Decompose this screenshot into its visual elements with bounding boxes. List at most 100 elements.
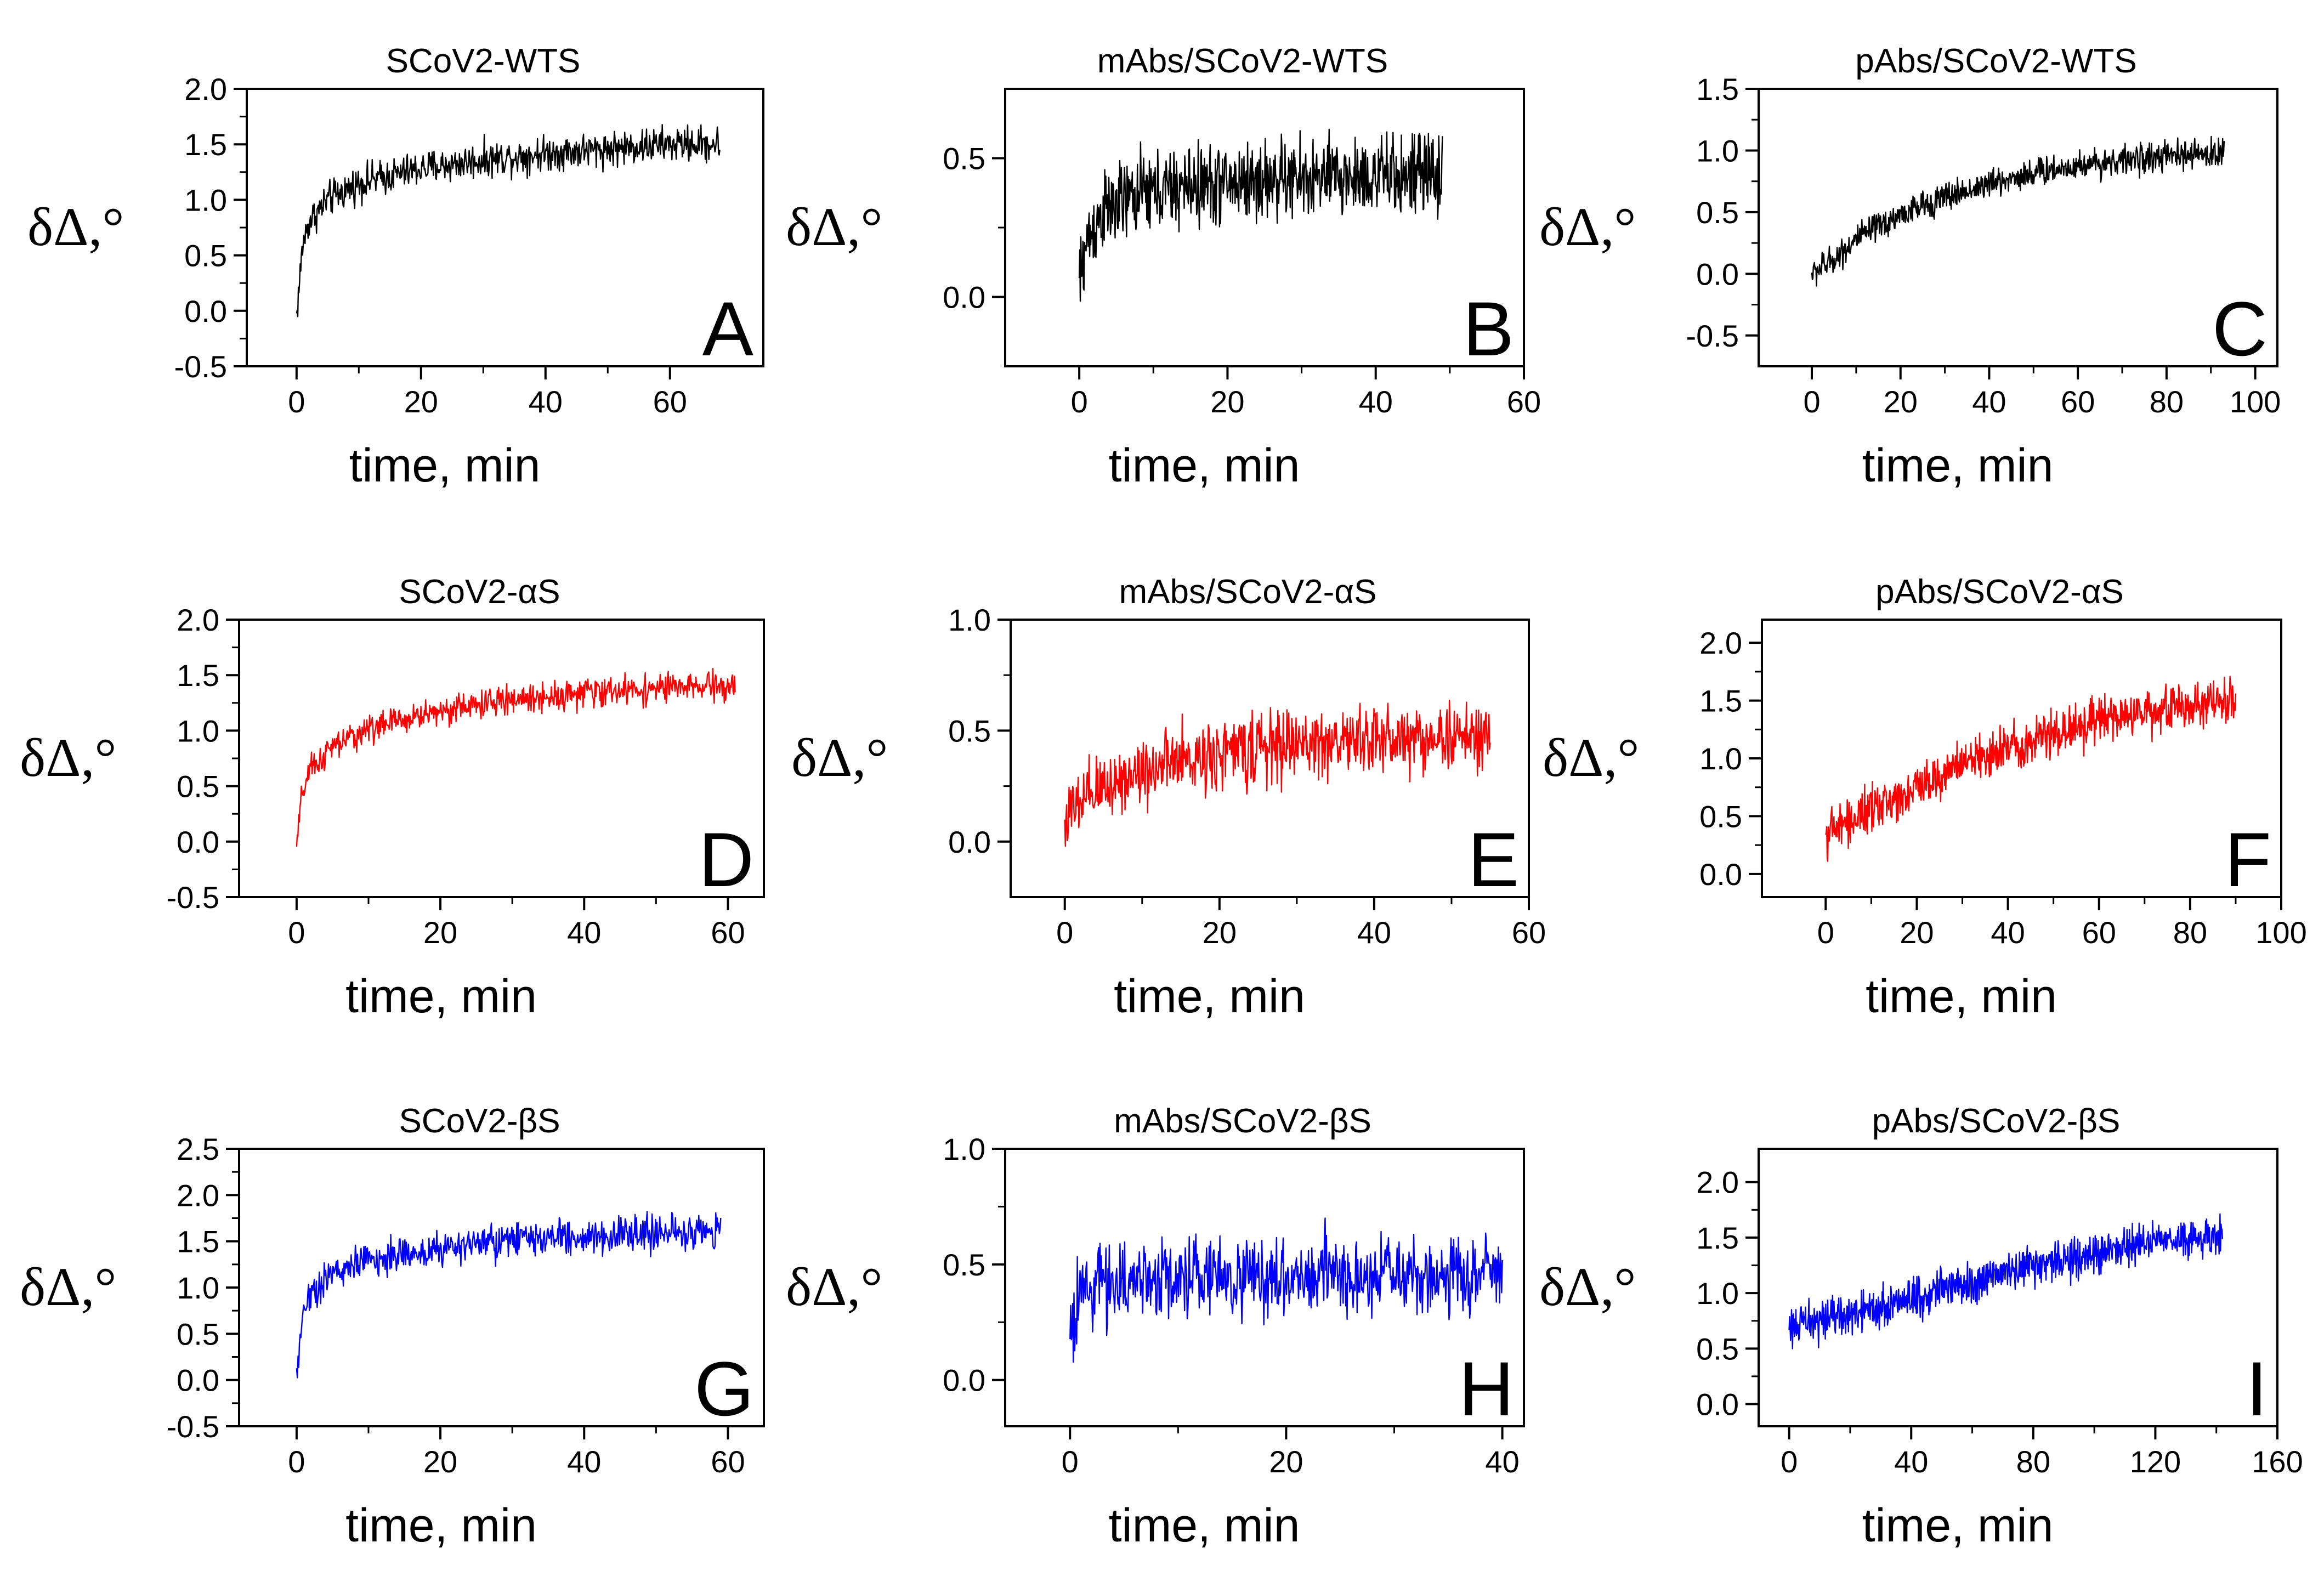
panel-letter: E bbox=[1468, 816, 1519, 903]
x-tick-label: 20 bbox=[423, 915, 457, 950]
plot-frame bbox=[1010, 619, 1530, 898]
x-tick-label: 20 bbox=[1269, 1444, 1303, 1479]
y-tick-label: -0.5 bbox=[1686, 319, 1739, 353]
data-series-line bbox=[1069, 1217, 1503, 1363]
plot-frame bbox=[1758, 1148, 2278, 1427]
panel-letter: B bbox=[1463, 286, 1514, 372]
y-axis-label: δΔ,° bbox=[1539, 1256, 1636, 1317]
data-series-line bbox=[1825, 676, 2237, 862]
y-tick-label: 1.0 bbox=[1696, 133, 1739, 168]
y-tick-label: -0.5 bbox=[167, 880, 220, 915]
x-tick-label: 100 bbox=[2255, 915, 2306, 950]
y-tick-label: 1.0 bbox=[1696, 1276, 1739, 1311]
x-tick-label: 80 bbox=[2150, 384, 2184, 419]
plot-frame bbox=[1004, 1148, 1525, 1427]
x-tick-label: 120 bbox=[2130, 1444, 2181, 1479]
panel-letter: H bbox=[1459, 1346, 1514, 1432]
x-tick-label: 0 bbox=[1062, 1444, 1079, 1479]
y-tick-label: 2.0 bbox=[177, 603, 219, 637]
chart-panel-b: 0 20 40 60 0.0 0.5 mAbs/SCoV2-WTS time, min δΔ,°… bbox=[786, 42, 1541, 492]
x-tick-label: 80 bbox=[2173, 915, 2207, 950]
y-tick-label: 0.5 bbox=[943, 1248, 985, 1282]
x-axis-label: time, min bbox=[1109, 439, 1300, 492]
x-tick-label: 0 bbox=[288, 1444, 305, 1479]
plot-frame bbox=[238, 619, 765, 898]
y-tick-label: 0.0 bbox=[177, 825, 219, 859]
data-series-line bbox=[1078, 128, 1443, 302]
y-axis-label: δΔ,° bbox=[786, 1256, 882, 1317]
y-tick-label: 0.5 bbox=[184, 239, 227, 273]
data-series-line bbox=[1811, 135, 2225, 287]
panel-letter: D bbox=[699, 816, 754, 903]
x-tick-label: 20 bbox=[1203, 915, 1237, 950]
y-tick-label: -0.5 bbox=[174, 349, 228, 384]
x-tick-label: 40 bbox=[1991, 915, 2025, 950]
plot-frame bbox=[238, 1148, 765, 1427]
y-tick-label: 1.5 bbox=[1696, 72, 1739, 106]
chart-panel-i: 0 40 80 120 160 0.0 0.5 1.0 1.5 2.0 pAbs/SCoV2-βS t… bbox=[1539, 1102, 2303, 1552]
chart-panel-a: 0 20 40 60 -0.5 0.0 0.5 1.0 1.5 2.0 SCoV2-WTS time,… bbox=[27, 42, 764, 492]
y-axis-label: δΔ,° bbox=[1539, 196, 1636, 257]
y-tick-label: 1.5 bbox=[1696, 1221, 1739, 1255]
y-tick-label: 0.0 bbox=[1699, 857, 1742, 892]
panel-title: SCoV2-αS bbox=[399, 573, 560, 611]
y-tick-label: 0.5 bbox=[1696, 1331, 1739, 1366]
y-tick-label: 0.5 bbox=[943, 141, 985, 176]
x-axis-label: time, min bbox=[1862, 1499, 2054, 1552]
panel-letter: F bbox=[2224, 816, 2271, 903]
x-axis-label: time, min bbox=[345, 1499, 537, 1552]
chart-panel-d: 0 20 40 60 -0.5 0.0 0.5 1.0 1.5 2.0 SCoV2-αS time, … bbox=[20, 573, 765, 1023]
y-tick-label: 1.5 bbox=[1699, 684, 1742, 718]
y-tick-label: 1.5 bbox=[184, 127, 227, 162]
x-tick-label: 160 bbox=[2252, 1444, 2303, 1479]
y-tick-label: 2.0 bbox=[184, 72, 227, 106]
y-tick-label: 1.0 bbox=[1699, 741, 1742, 776]
x-axis-label: time, min bbox=[1866, 970, 2057, 1023]
panel-letter: G bbox=[694, 1346, 754, 1432]
chart-panel-h: 0 20 40 0.0 0.5 1.0 mAbs/SCoV2-βS time, min δΔ,°… bbox=[786, 1102, 1525, 1552]
y-tick-label: 2.5 bbox=[177, 1132, 219, 1166]
x-tick-label: 60 bbox=[653, 384, 687, 419]
y-tick-label: 1.0 bbox=[943, 1132, 985, 1166]
data-series-line bbox=[296, 668, 736, 847]
x-tick-label: 0 bbox=[1056, 915, 1073, 950]
data-series-line bbox=[1788, 1213, 2223, 1349]
x-axis-label: time, min bbox=[1109, 1499, 1300, 1552]
y-tick-label: 0.0 bbox=[1696, 257, 1739, 291]
panel-title: pAbs/SCoV2-αS bbox=[1875, 573, 2124, 611]
x-tick-label: 60 bbox=[711, 1444, 745, 1479]
y-tick-label: 0.0 bbox=[184, 294, 227, 328]
x-tick-label: 40 bbox=[529, 384, 563, 419]
data-series-line bbox=[1064, 699, 1491, 847]
y-axis-label: δΔ,° bbox=[20, 1256, 116, 1317]
x-tick-label: 20 bbox=[404, 384, 438, 419]
y-axis-label: δΔ,° bbox=[786, 196, 882, 257]
chart-panel-c: 0 20 40 60 80 100 -0.5 0.0 0.5 1.0 1.5 pAbs/SCoV2-W… bbox=[1539, 42, 2281, 492]
x-axis-label: time, min bbox=[349, 439, 541, 492]
chart-panel-f: 0 20 40 60 80 100 0.0 0.5 1.0 1.5 2.0 pAbs/SCoV2-αS… bbox=[1543, 573, 2307, 1023]
x-axis-label: time, min bbox=[1114, 970, 1305, 1023]
y-tick-label: 0.5 bbox=[177, 1317, 219, 1351]
plot-frame bbox=[1004, 88, 1525, 367]
x-tick-label: 40 bbox=[1972, 384, 2006, 419]
x-tick-label: 40 bbox=[1359, 384, 1393, 419]
x-tick-label: 80 bbox=[2016, 1444, 2050, 1479]
x-tick-label: 60 bbox=[2082, 915, 2116, 950]
x-tick-label: 60 bbox=[1507, 384, 1541, 419]
plot-frame bbox=[246, 88, 764, 367]
data-series-line bbox=[296, 1211, 722, 1379]
y-axis-label: δΔ,° bbox=[27, 196, 124, 257]
y-tick-label: 0.5 bbox=[1699, 799, 1742, 833]
y-tick-label: 0.5 bbox=[177, 769, 219, 804]
y-axis-label: δΔ,° bbox=[1543, 727, 1639, 788]
y-tick-label: 1.5 bbox=[177, 1224, 219, 1259]
y-tick-label: 2.0 bbox=[1696, 1165, 1739, 1200]
chart-panel-e: 0 20 40 60 0.0 0.5 1.0 mAbs/SCoV2-αS time, min δΔ… bbox=[791, 573, 1546, 1023]
y-tick-label: 0.0 bbox=[943, 1363, 985, 1398]
x-tick-label: 20 bbox=[1210, 384, 1244, 419]
panel-title: SCoV2-βS bbox=[399, 1102, 560, 1140]
panel-title: SCoV2-WTS bbox=[386, 42, 581, 80]
panel-letter: C bbox=[2212, 286, 2268, 372]
x-tick-label: 100 bbox=[2230, 384, 2281, 419]
